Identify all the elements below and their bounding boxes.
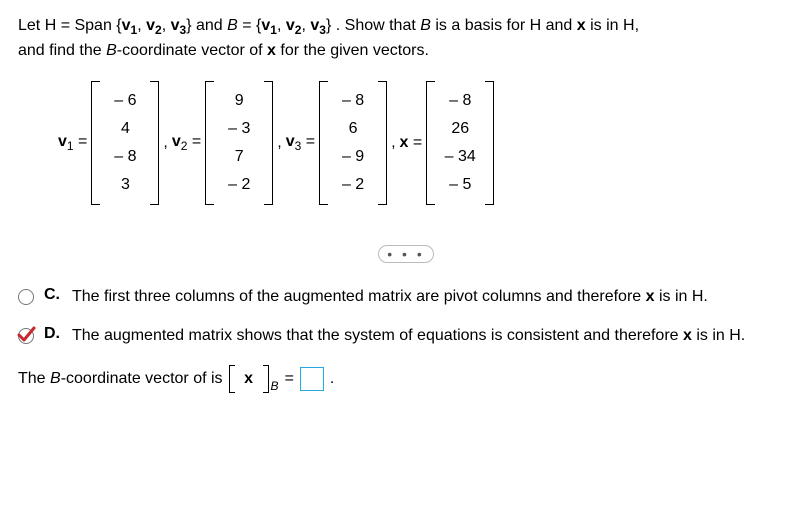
- option-text: The first three columns of the augmented…: [72, 286, 708, 308]
- coord-bracket: x: [229, 365, 269, 393]
- matrix-v3: – 8 6 – 9 – 2: [319, 81, 387, 205]
- answer-input[interactable]: [300, 367, 324, 391]
- more-button[interactable]: • • •: [18, 245, 794, 264]
- radio-unchecked[interactable]: [18, 289, 34, 305]
- matrix-x: – 8 26 – 34 – 5: [426, 81, 494, 205]
- B: B: [227, 17, 238, 34]
- radio-checked[interactable]: [18, 328, 34, 344]
- answer-line: The B-coordinate vector of is x B = .: [18, 365, 794, 393]
- problem-statement: Let H = Span {v1, v2, v3} and B = {v1, v…: [18, 14, 794, 63]
- brace: }: [186, 17, 191, 34]
- matrix-v1: – 6 4 – 8 3: [91, 81, 159, 205]
- option-letter: C.: [44, 286, 62, 304]
- v3: v3: [171, 17, 187, 34]
- vector-definitions: v1 = – 6 4 – 8 3 , v2 = 9 – 3 7 – 2 ,: [58, 81, 794, 205]
- v2: v2: [146, 17, 162, 34]
- matrix-v2: 9 – 3 7 – 2: [205, 81, 273, 205]
- option-c[interactable]: C. The first three columns of the augmen…: [18, 286, 794, 308]
- check-icon: [16, 325, 36, 345]
- v1: v1: [122, 17, 138, 34]
- subscript-B: B: [271, 379, 279, 393]
- option-letter: D.: [44, 325, 62, 343]
- option-d[interactable]: D. The augmented matrix shows that the s…: [18, 325, 794, 347]
- text: Let H = Span: [18, 17, 112, 34]
- option-text: The augmented matrix shows that the syst…: [72, 325, 745, 347]
